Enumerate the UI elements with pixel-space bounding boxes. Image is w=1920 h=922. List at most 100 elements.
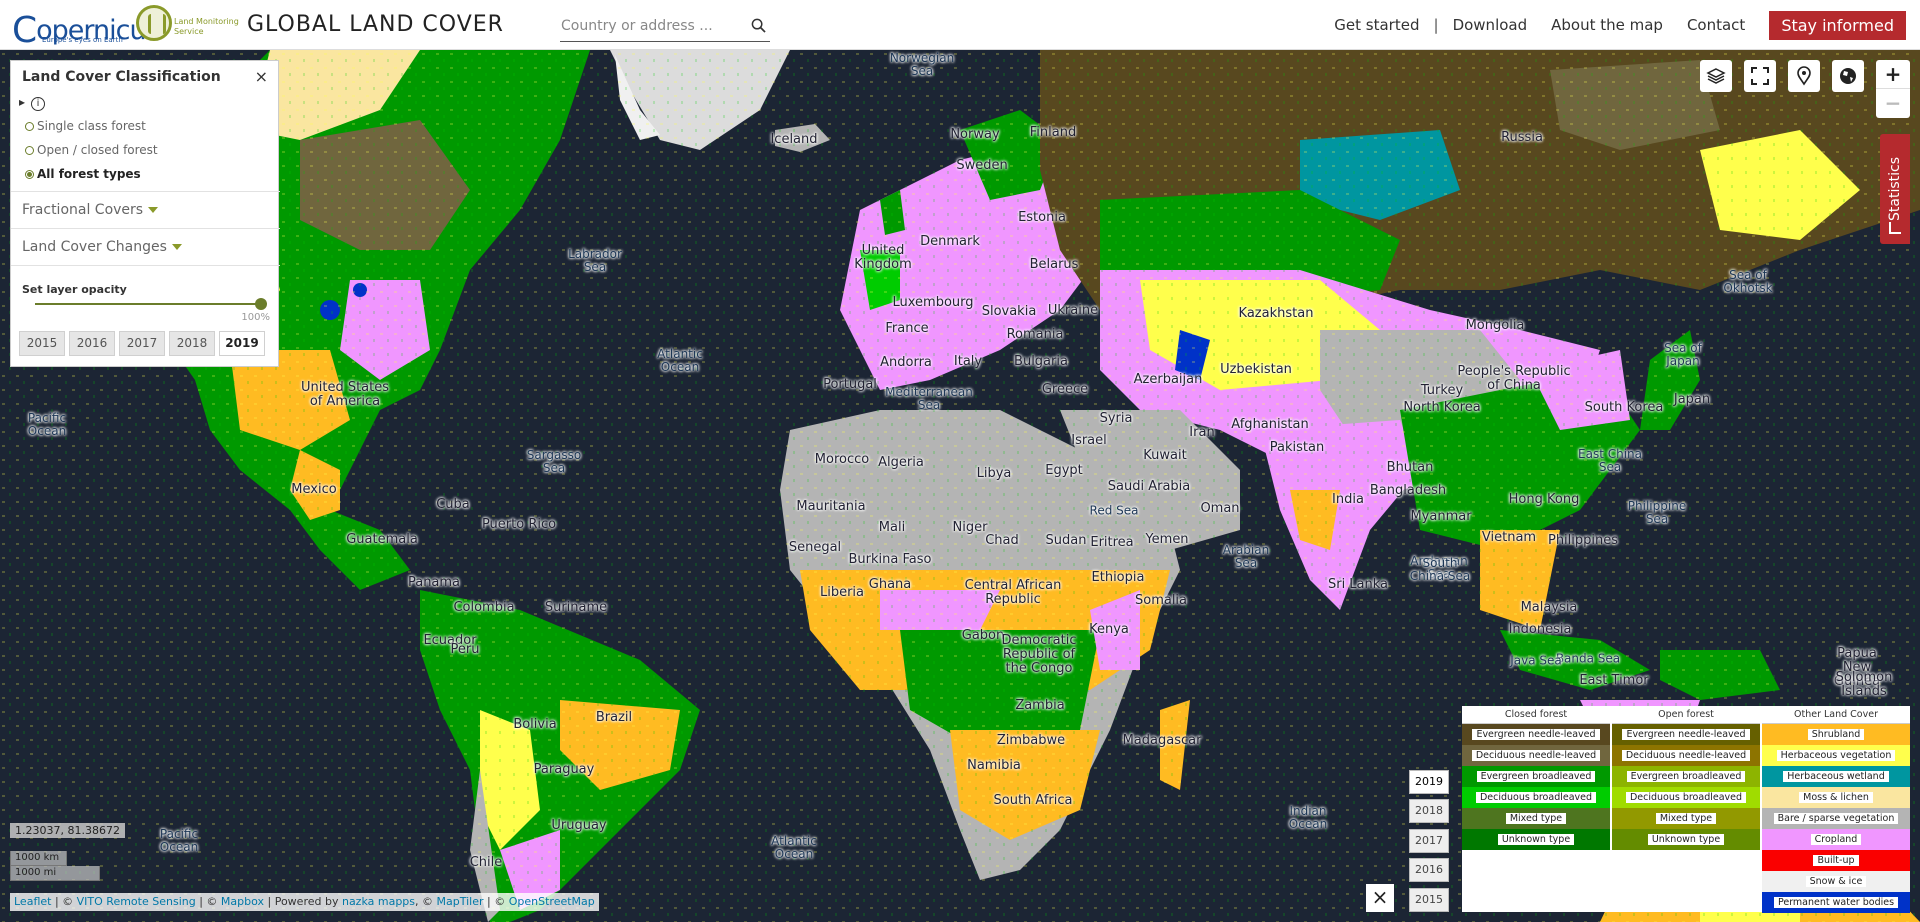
slider-handle[interactable] xyxy=(255,298,267,310)
copernicus-logo[interactable]: Copernicus Europe's eyes on Earth xyxy=(12,10,160,51)
search-icon[interactable] xyxy=(751,18,766,33)
legend-item-label: Deciduous needle-leaved xyxy=(1621,750,1751,761)
year-button-2018[interactable]: 2018 xyxy=(169,331,215,356)
timeline-year-2017[interactable]: 2017 xyxy=(1409,829,1449,853)
legend-item: Herbaceous wetland xyxy=(1762,766,1910,787)
legend-item: Bare / sparse vegetation xyxy=(1762,808,1910,829)
nazka-link[interactable]: nazka mapps xyxy=(341,895,416,908)
fractional-covers-toggle[interactable]: Fractional Covers xyxy=(22,202,159,218)
panel-close-button[interactable]: × xyxy=(254,67,268,86)
legend-item: Snow & ice xyxy=(1762,871,1910,892)
timeline-year-2019[interactable]: 2019 xyxy=(1409,770,1449,794)
top-header: Copernicus Europe's eyes on Earth Land M… xyxy=(0,0,1920,51)
globe-button[interactable] xyxy=(1832,60,1864,92)
zoom-in-button[interactable]: + xyxy=(1884,62,1902,86)
legend-item: Cropland xyxy=(1762,829,1910,850)
legend-item: Unknown type xyxy=(1612,829,1760,850)
service-line-1: Land Monitoring xyxy=(174,17,239,26)
legend-open-forest: Open forest Evergreen needle-leaved Decid… xyxy=(1612,706,1760,850)
location-pin-icon xyxy=(1797,66,1811,86)
search-box xyxy=(560,12,770,42)
chevron-down-icon xyxy=(171,244,182,250)
legend-item: Deciduous needle-leaved xyxy=(1612,745,1760,766)
legend-item: Mixed type xyxy=(1462,808,1610,829)
nav-about[interactable]: About the map xyxy=(1551,16,1663,34)
legend-item: Permanent water bodies xyxy=(1762,892,1910,913)
scale-bar-mi: 1000 mi xyxy=(10,866,100,881)
legend-item-label: Shrubland xyxy=(1807,729,1865,740)
year-button-2015[interactable]: 2015 xyxy=(19,331,65,356)
leaflet-link[interactable]: Leaflet xyxy=(14,895,52,908)
map-attribution: Leaflet | © VITO Remote Sensing | © Mapb… xyxy=(10,893,599,911)
year-selector: 2015 2016 2017 2018 2019 xyxy=(19,331,269,356)
nav-contact[interactable]: Contact xyxy=(1686,16,1746,34)
land-monitoring-logo[interactable]: Land Monitoring Service xyxy=(136,5,239,45)
legend-item: Deciduous broadleaved xyxy=(1612,787,1760,808)
legend-item: Mixed type xyxy=(1612,808,1760,829)
land-monitoring-emblem-icon xyxy=(136,5,172,41)
opacity-slider[interactable] xyxy=(35,298,267,310)
zoom-out-button[interactable]: − xyxy=(1876,88,1910,116)
legend-header: Other Land Cover xyxy=(1762,706,1910,724)
legend-item-label: Built-up xyxy=(1813,855,1859,866)
legend-item-label: Evergreen needle-leaved xyxy=(1472,729,1600,740)
year-button-2017[interactable]: 2017 xyxy=(119,331,165,356)
legend-item: Evergreen broadleaved xyxy=(1462,766,1610,787)
chevron-down-icon xyxy=(148,207,159,213)
nav-get-started[interactable]: Get started xyxy=(1334,16,1420,34)
year-button-2019[interactable]: 2019 xyxy=(219,331,265,356)
legend-item-label: Snow & ice xyxy=(1805,876,1867,887)
osm-link[interactable]: OpenStreetMap xyxy=(508,895,595,908)
stay-informed-button[interactable]: Stay informed xyxy=(1769,10,1906,40)
fullscreen-button[interactable] xyxy=(1744,60,1776,92)
opacity-value: 100% xyxy=(241,312,270,323)
statistics-tab[interactable]: Statistics xyxy=(1880,134,1910,244)
divider xyxy=(11,191,280,192)
panel-title: Land Cover Classification xyxy=(22,69,221,85)
maptiler-link[interactable]: MapTiler xyxy=(436,895,484,908)
statistics-label: Statistics xyxy=(1887,157,1903,221)
legend-item: Evergreen needle-leaved xyxy=(1612,724,1760,745)
app-title: GLOBAL LAND COVER xyxy=(247,12,504,37)
timeline-year-2016[interactable]: 2016 xyxy=(1409,858,1449,882)
nav-download[interactable]: Download xyxy=(1452,16,1528,34)
legend-item: Evergreen broadleaved xyxy=(1612,766,1760,787)
info-icon[interactable]: i xyxy=(31,97,46,111)
legend-header: Open forest xyxy=(1612,706,1760,724)
land-cover-panel: Land Cover Classification × ▸ i Single cl… xyxy=(10,60,280,367)
legend-item-label: Deciduous needle-leaved xyxy=(1471,750,1601,761)
legend-header: Closed forest xyxy=(1462,706,1610,724)
mapbox-link[interactable]: Mapbox xyxy=(220,895,265,908)
legend-item-label: Unknown type xyxy=(1647,834,1725,845)
radio-open-closed-forest[interactable]: Open / closed forest xyxy=(25,143,158,157)
legend-closed-forest: Closed forest Evergreen needle-leaved Dec… xyxy=(1462,706,1610,850)
radio-single-class-forest[interactable]: Single class forest xyxy=(25,119,146,133)
layers-button[interactable] xyxy=(1700,60,1732,92)
legend-item-label: Unknown type xyxy=(1497,834,1575,845)
main-nav: Get started | Download About the map Con… xyxy=(1322,0,1920,50)
search-input[interactable] xyxy=(560,12,740,40)
legend-item-label: Moss & lichen xyxy=(1799,792,1873,803)
legend-item-label: Mixed type xyxy=(1655,813,1717,824)
year-button-2016[interactable]: 2016 xyxy=(69,331,115,356)
timeline-close-button[interactable]: × xyxy=(1366,884,1394,912)
legend-item-label: Evergreen broadleaved xyxy=(1476,771,1596,782)
vito-link[interactable]: VITO Remote Sensing xyxy=(76,895,196,908)
radio-dot xyxy=(25,121,34,131)
timeline-year-2015[interactable]: 2015 xyxy=(1409,888,1449,912)
divider xyxy=(11,265,280,266)
radio-all-forest-types[interactable]: All forest types xyxy=(25,167,141,181)
legend-item: Moss & lichen xyxy=(1762,787,1910,808)
legend-item-label: Evergreen broadleaved xyxy=(1626,771,1746,782)
coordinate-readout: 1.23037, 81.38672 xyxy=(10,823,125,838)
divider xyxy=(11,228,280,229)
land-cover-changes-toggle[interactable]: Land Cover Changes xyxy=(22,239,182,255)
legend-item: Shrubland xyxy=(1762,724,1910,745)
legend-item-label: Deciduous broadleaved xyxy=(1625,792,1747,803)
timeline-year-2018[interactable]: 2018 xyxy=(1409,799,1449,823)
legend-item: Deciduous broadleaved xyxy=(1462,787,1610,808)
legend-item: Evergreen needle-leaved xyxy=(1462,724,1610,745)
legend-item: Deciduous needle-leaved xyxy=(1462,745,1610,766)
expand-arrow-icon[interactable]: ▸ xyxy=(19,95,26,109)
locate-button[interactable] xyxy=(1788,60,1820,92)
